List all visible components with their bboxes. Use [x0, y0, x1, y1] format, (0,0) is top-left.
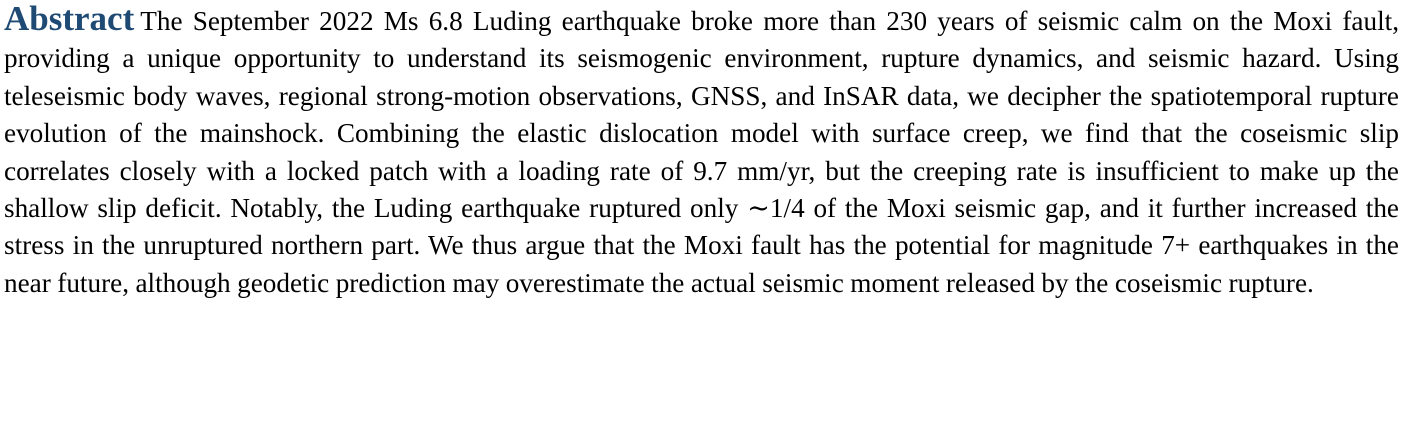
abstract-body: The September 2022 Ms 6.8 Luding earthqu… — [4, 6, 1399, 298]
abstract-paragraph: Abstract The September 2022 Ms 6.8 Luding… — [4, 0, 1399, 302]
abstract-heading: Abstract — [4, 0, 135, 38]
